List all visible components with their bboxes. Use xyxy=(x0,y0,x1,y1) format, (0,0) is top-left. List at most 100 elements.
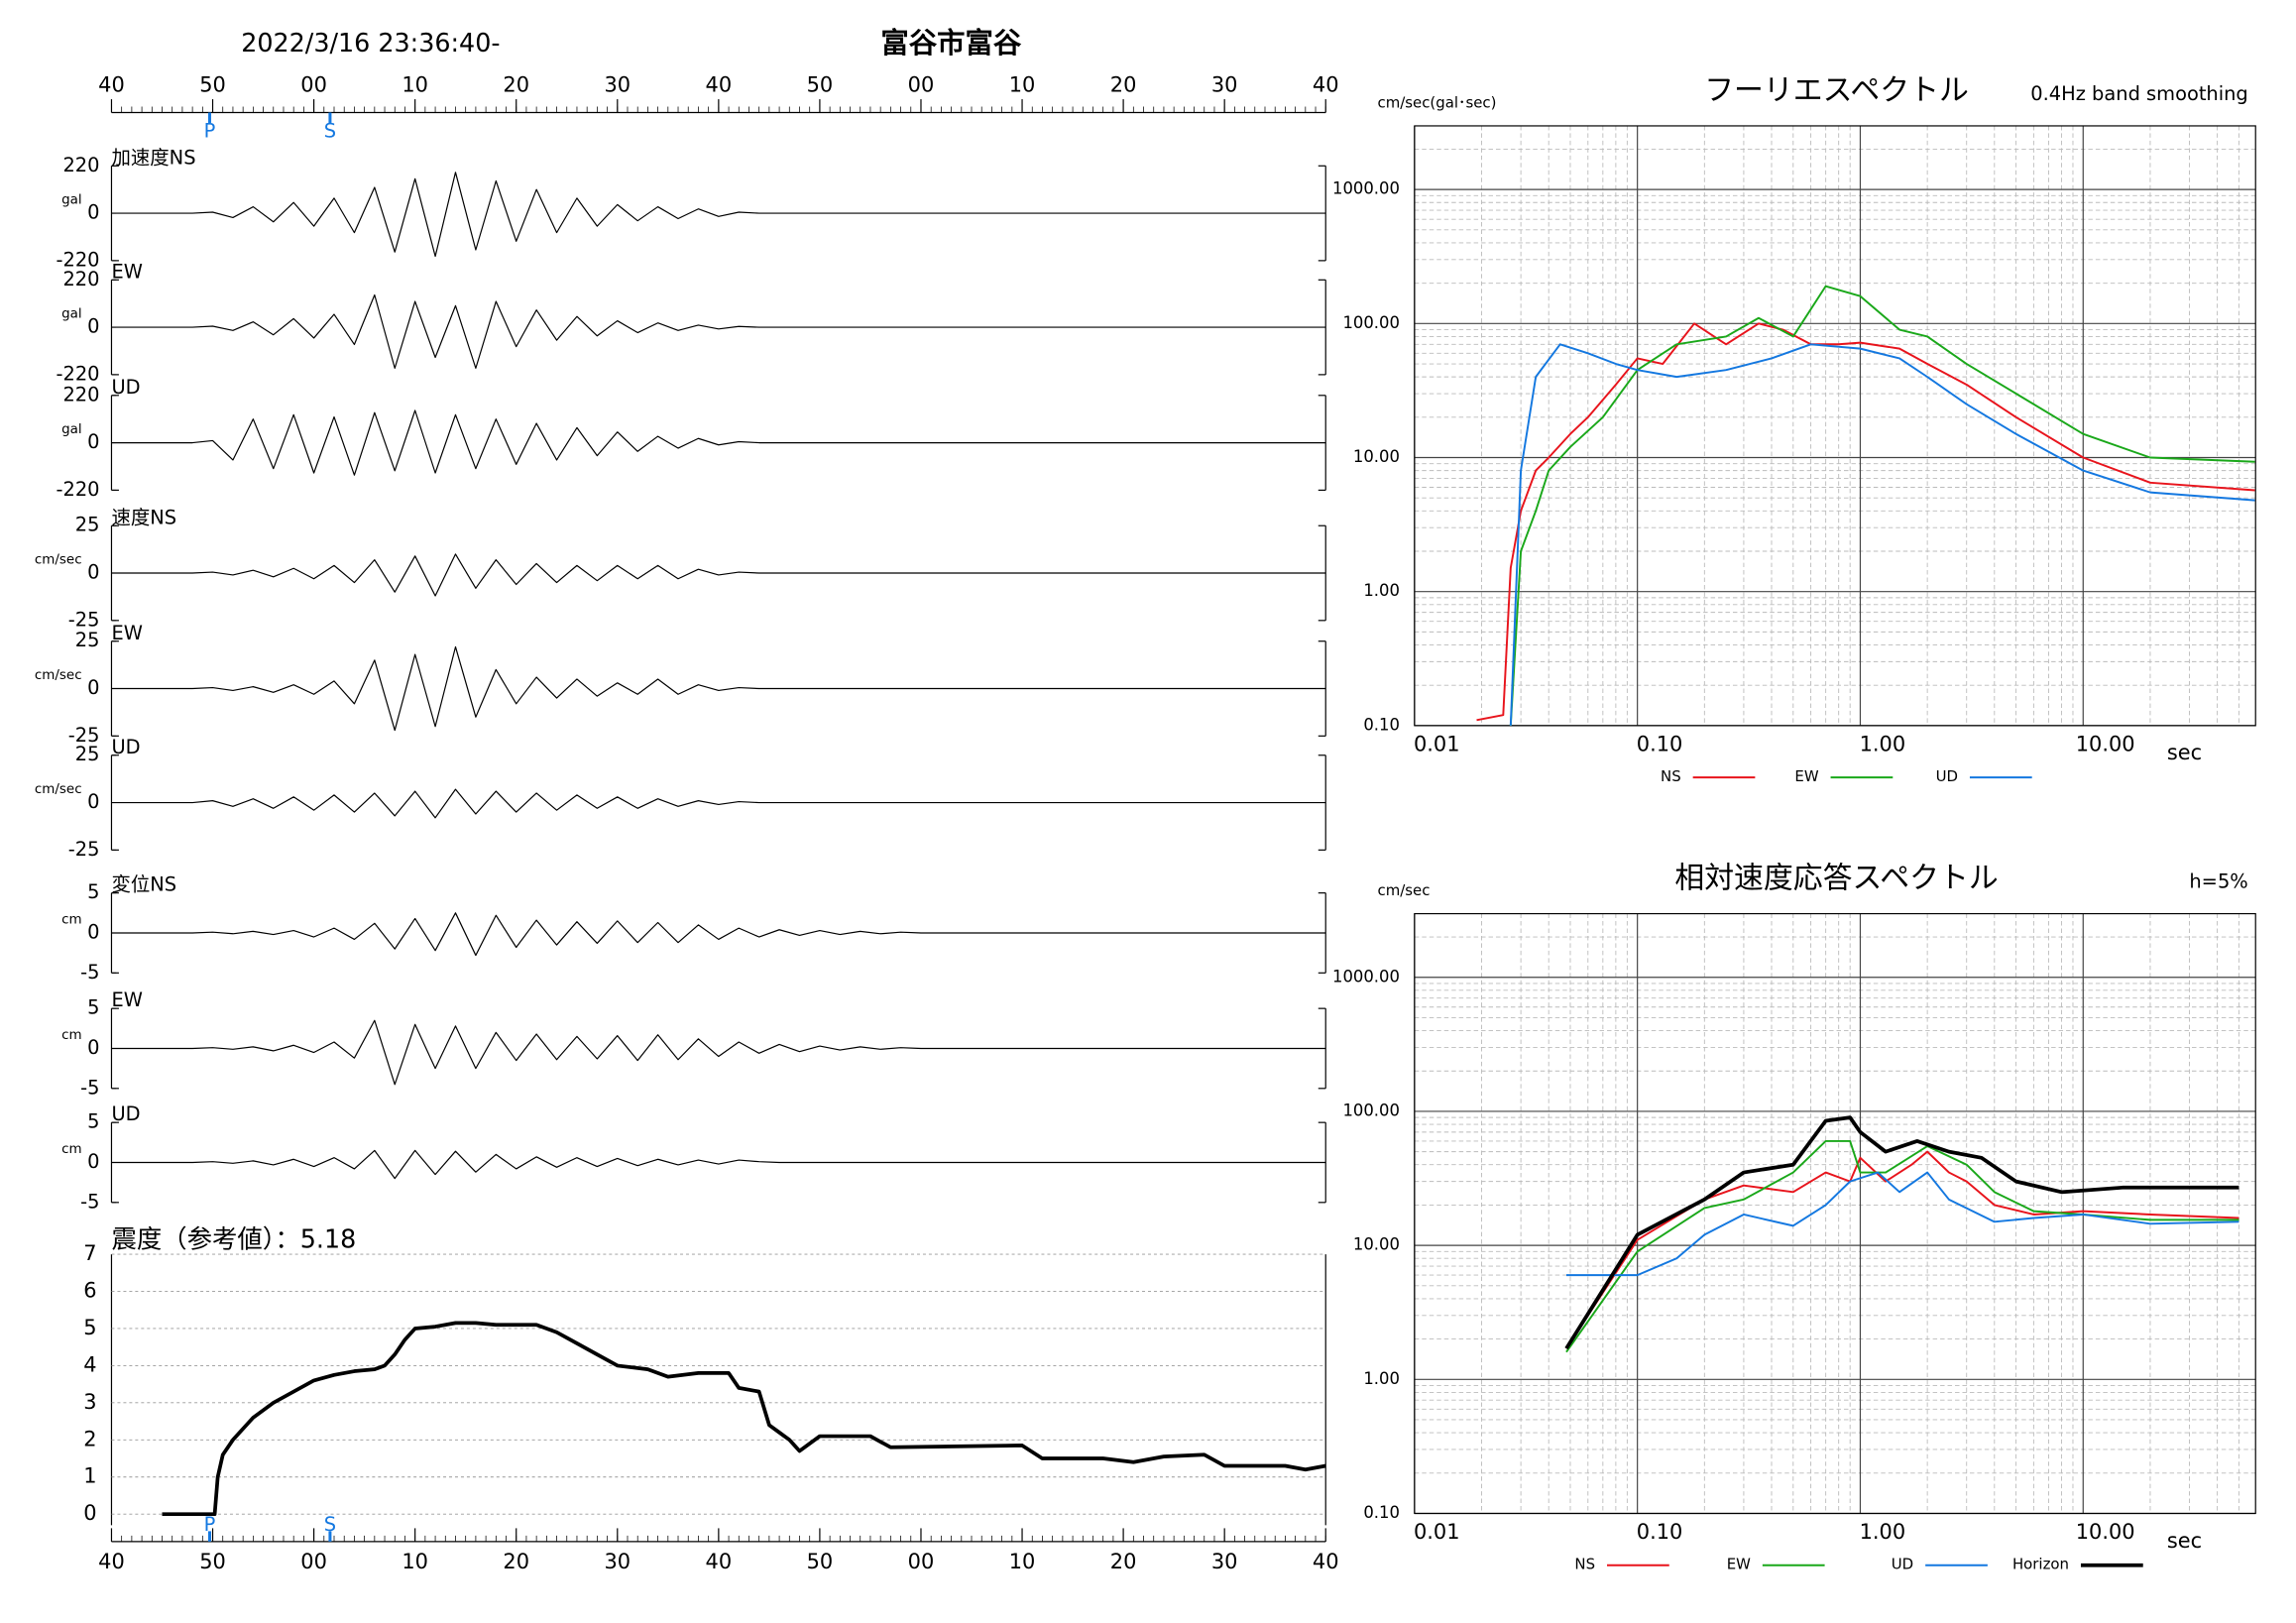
unit-label: cm/sec xyxy=(35,782,82,797)
x-tick-label: 1.00 xyxy=(1860,1520,1906,1544)
y-tick-label: 1.00 xyxy=(1363,581,1400,600)
y-tick-label: 1000.00 xyxy=(1332,967,1400,985)
chart-title: 震度（参考値）：5.18 xyxy=(111,1224,356,1254)
y-tick-label: 2 xyxy=(83,1427,96,1450)
x-tick-label: 00 xyxy=(300,73,327,97)
unit-label: cm xyxy=(61,1028,81,1043)
y-tick-label: 0 xyxy=(87,1036,99,1059)
panel-name: 変位NS xyxy=(111,873,176,896)
annotation: h=5% xyxy=(2189,870,2247,893)
y-tick-label: 3 xyxy=(83,1390,96,1414)
x-tick-label: 10 xyxy=(402,73,428,97)
x-tick-label: 00 xyxy=(300,1550,327,1573)
panel-name: EW xyxy=(111,622,142,644)
x-tick-label: 30 xyxy=(1211,73,1238,97)
y-tick-label: 220 xyxy=(62,383,99,406)
x-tick-label: 0.01 xyxy=(1414,732,1460,755)
y-tick-label: 0 xyxy=(87,315,99,338)
y-tick-label: 25 xyxy=(75,629,100,651)
x-tick-label: 30 xyxy=(1211,1550,1238,1573)
legend-label: EW xyxy=(1794,767,1818,785)
y-tick-label: 0.10 xyxy=(1363,1503,1400,1522)
x-tick-label: 50 xyxy=(807,73,834,97)
chart-title: 2022/3/16 23:36:40- xyxy=(241,28,500,58)
y-tick-label: 220 xyxy=(62,268,99,290)
spectrum-line xyxy=(1509,285,2255,726)
spectrum-line xyxy=(1564,1115,2239,1350)
y-tick-label: 25 xyxy=(75,743,100,765)
y-tick-label: 4 xyxy=(83,1352,96,1376)
phase-label: S xyxy=(324,119,336,142)
waveform-trace xyxy=(111,788,1326,819)
x-tick-label: 00 xyxy=(908,73,935,97)
unit-label: cm/sec xyxy=(35,553,82,568)
waveform-trace xyxy=(111,645,1326,732)
y-tick-label: 0 xyxy=(83,1501,96,1525)
legend-label: NS xyxy=(1574,1556,1595,1573)
intensity-line xyxy=(162,1321,1326,1517)
waveform-trace xyxy=(111,172,1326,258)
y-tick-label: 25 xyxy=(75,514,100,536)
chart-title: フーリエスペクトル xyxy=(1704,73,1969,108)
y-tick-label: 10.00 xyxy=(1353,1235,1400,1254)
x-tick-label: 40 xyxy=(1313,73,1339,97)
x-tick-label: 40 xyxy=(98,73,125,97)
x-tick-label: 20 xyxy=(1110,1550,1137,1573)
x-tick-label: 50 xyxy=(199,73,226,97)
plot-frame xyxy=(1414,125,2256,727)
y-tick-label: -25 xyxy=(68,608,100,631)
y-tick-label: 0 xyxy=(87,201,99,224)
x-tick-label: 20 xyxy=(1110,73,1137,97)
unit-label: cm xyxy=(61,913,81,928)
chart-title: 相対速度応答スペクトル xyxy=(1674,862,1998,896)
y-tick-label: -25 xyxy=(68,724,100,747)
x-tick-label: 10.00 xyxy=(2076,1520,2135,1544)
panel-name: 速度NS xyxy=(111,506,176,528)
y-tick-label: -220 xyxy=(56,362,99,385)
x-tick-label: 40 xyxy=(706,1550,733,1573)
y-tick-label: 0 xyxy=(87,1150,99,1173)
y-tick-label: 5 xyxy=(87,1110,99,1133)
x-tick-label: 1.00 xyxy=(1860,732,1906,755)
waveform-trace xyxy=(111,293,1326,369)
legend-label: UD xyxy=(1936,767,1958,785)
y-tick-label: 6 xyxy=(83,1279,96,1303)
waveform-trace xyxy=(111,553,1326,597)
x-tick-label: 40 xyxy=(706,73,733,97)
x-tick-label: 40 xyxy=(1313,1550,1339,1573)
phase-label: P xyxy=(204,119,216,142)
phase-label: P xyxy=(204,1513,216,1536)
unit-label: cm xyxy=(61,1142,81,1157)
y-tick-label: 1000.00 xyxy=(1332,179,1400,198)
y-tick-label: 100.00 xyxy=(1343,313,1400,332)
phase-label: S xyxy=(324,1513,336,1536)
y-tick-label: 10.00 xyxy=(1353,447,1400,466)
legend-label: Horizon xyxy=(2012,1556,2069,1573)
x-tick-label: 40 xyxy=(98,1550,125,1573)
spectrum-line xyxy=(1565,1139,2239,1353)
y-tick-label: 1.00 xyxy=(1363,1369,1400,1388)
y-tick-label: 220 xyxy=(62,154,99,176)
y-tick-label: 0 xyxy=(87,790,99,813)
annotation: 0.4Hz band smoothing xyxy=(2030,82,2248,105)
panel-name: UD xyxy=(111,736,140,758)
waveform-trace xyxy=(111,1019,1326,1086)
y-tick-label: -5 xyxy=(80,1190,99,1213)
x-tick-label: 50 xyxy=(199,1550,226,1573)
y-tick-label: 0 xyxy=(87,920,99,943)
x-axis-label: sec xyxy=(2167,741,2202,764)
x-tick-label: 20 xyxy=(503,73,529,97)
x-tick-label: 10 xyxy=(1009,73,1036,97)
y-tick-label: 5 xyxy=(87,996,99,1019)
station-name: 富谷市富谷 xyxy=(880,27,1021,59)
panel-name: EW xyxy=(111,988,142,1011)
panel-name: 加速度NS xyxy=(111,146,195,169)
legend-label: NS xyxy=(1661,767,1681,785)
x-tick-label: 30 xyxy=(604,1550,631,1573)
y-axis-label: cm/sec(gal･sec) xyxy=(1378,94,1497,112)
panel-name: EW xyxy=(111,260,142,283)
waveform-trace xyxy=(111,409,1326,476)
x-tick-label: 30 xyxy=(604,73,631,97)
